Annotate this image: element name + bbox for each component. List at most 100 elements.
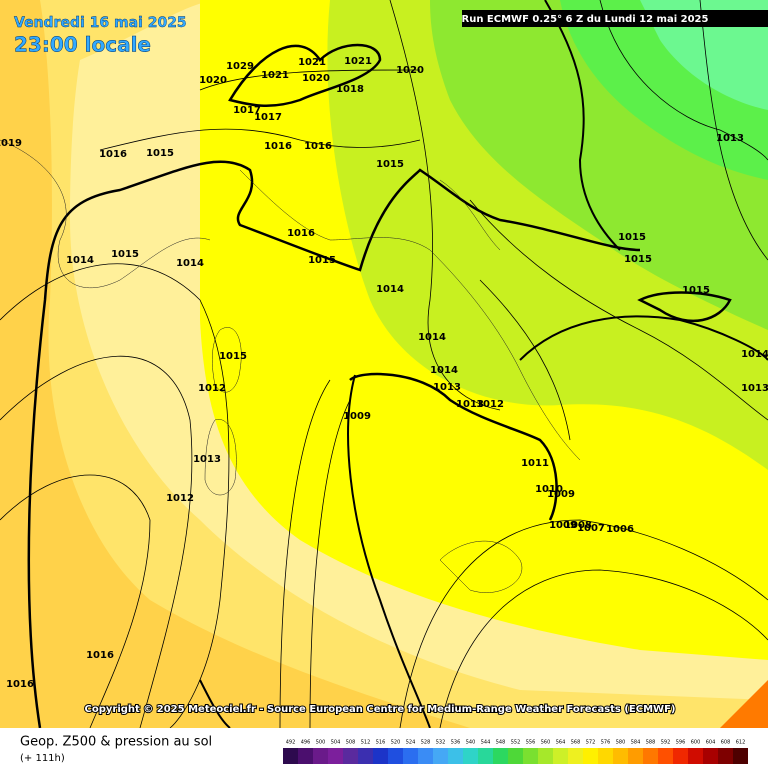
scale-swatch [463, 748, 478, 764]
isobar-label: 1017 [254, 112, 282, 123]
scale-swatch [598, 748, 613, 764]
product-title: Geop. Z500 & pression au sol [20, 735, 212, 750]
isobar-label: 1016 [99, 149, 127, 160]
scale-swatch [703, 748, 718, 764]
scale-label: 608 [721, 740, 731, 746]
isobar-label: 1017 [233, 105, 261, 116]
contours [0, 0, 768, 729]
scale-swatch [553, 748, 568, 764]
isobar-label: 1016 [86, 650, 114, 661]
isobar-label: 1006 [606, 524, 634, 535]
scale-label: 512 [361, 740, 371, 746]
scale-label: 556 [526, 740, 536, 746]
run-info: Run ECMWF 0.25° 6 Z du Lundi 12 mai 2025 [462, 14, 709, 25]
valid-date: Vendredi 16 mai 2025 [14, 15, 187, 31]
isobar-label: 1016 [287, 228, 315, 239]
isobar-label: 1010 [535, 484, 563, 495]
isobar-label: 1014 [176, 258, 204, 269]
isobar-label: 1020 [396, 65, 424, 76]
isobar-label: 1015 [219, 351, 247, 362]
isobar-label: 1014 [418, 332, 446, 343]
scale-label: 548 [496, 740, 506, 746]
scale-swatch [448, 748, 463, 764]
scale-swatch [583, 748, 598, 764]
isobar-label: 1015 [618, 232, 646, 243]
isobar-label: 1021 [298, 57, 326, 68]
scale-swatch [523, 748, 538, 764]
scale-swatch [388, 748, 403, 764]
scale-label: 592 [661, 740, 671, 746]
isobar-label: 1015 [624, 254, 652, 265]
scale-label: 524 [406, 740, 416, 746]
scale-label: 584 [631, 740, 641, 746]
isobar-label: 1014 [741, 349, 768, 360]
isobar-label: 1011 [521, 458, 549, 469]
scale-label: 596 [676, 740, 686, 746]
isobar-label: 1012 [476, 399, 504, 410]
scale-swatch [628, 748, 643, 764]
scale-label: 564 [556, 740, 566, 746]
scale-swatch [358, 748, 373, 764]
scale-swatch [403, 748, 418, 764]
isobar-label: 1015 [376, 159, 404, 170]
scale-label: 528 [421, 740, 431, 746]
scale-label: 552 [511, 740, 521, 746]
forecast-step: (+ 111h) [20, 753, 65, 764]
isobar-label: 1019 [0, 138, 22, 149]
isobar-label: 1008 [564, 520, 592, 531]
scale-label: 500 [316, 740, 326, 746]
scale-swatch [538, 748, 553, 764]
scale-swatch [613, 748, 628, 764]
scale-label: 576 [601, 740, 611, 746]
shading [0, 0, 768, 728]
isobar-label: 1009 [549, 520, 577, 531]
isobar-label: 1012 [198, 383, 226, 394]
scale-label: 532 [436, 740, 446, 746]
isobar-label: 1014 [430, 365, 458, 376]
scale-swatch [733, 748, 748, 764]
scale-swatch [508, 748, 523, 764]
scale-label: 492 [286, 740, 296, 746]
scale-label: 536 [451, 740, 461, 746]
scale-label: 572 [586, 740, 596, 746]
scale-label: 504 [331, 740, 341, 746]
scale-swatch [688, 748, 703, 764]
scale-swatch [568, 748, 583, 764]
scale-swatch [433, 748, 448, 764]
run-banner [462, 10, 768, 27]
scale-label: 520 [391, 740, 401, 746]
scale-swatch [343, 748, 358, 764]
scale-label: 496 [301, 740, 311, 746]
isobar-label: 1021 [261, 70, 289, 81]
copyright: Copyright © 2025 Meteociel.fr - Source E… [85, 704, 676, 715]
isobar-label: 1013 [716, 133, 744, 144]
isobar-label: 1021 [344, 56, 372, 67]
color-scale: 492 496 500 504 508 512 516 520 524 528 532 536 540 5… [283, 740, 748, 764]
scale-label: 544 [481, 740, 491, 746]
scale-label: 508 [346, 740, 356, 746]
scale-swatch [718, 748, 733, 764]
isobar-label: 1015 [682, 285, 710, 296]
isobar-label: 1014 [376, 284, 404, 295]
isobar-label: 1016 [304, 141, 332, 152]
isobar-label: 1016 [264, 141, 292, 152]
scale-label: 560 [541, 740, 551, 746]
isobar-label: 1029 [226, 61, 254, 72]
scale-swatch [673, 748, 688, 764]
isobar-labels: 1029 1021 1021 1021 1020 1020 1018 1020 10171017… [0, 56, 768, 690]
isobar-label: 1018 [336, 84, 364, 95]
scale-swatch [643, 748, 658, 764]
scale-label: 600 [691, 740, 701, 746]
scale-label: 612 [736, 740, 746, 746]
isobar-label: 1020 [199, 75, 227, 86]
scale-label: 568 [571, 740, 581, 746]
isobar-label: 1009 [343, 411, 371, 422]
scale-swatch [298, 748, 313, 764]
scale-label: 516 [376, 740, 386, 746]
isobar-label: 1013 [193, 454, 221, 465]
scale-label: 588 [646, 740, 656, 746]
scale-swatch [313, 748, 328, 764]
scale-swatch [418, 748, 433, 764]
isobar-label: 1014 [66, 255, 94, 266]
